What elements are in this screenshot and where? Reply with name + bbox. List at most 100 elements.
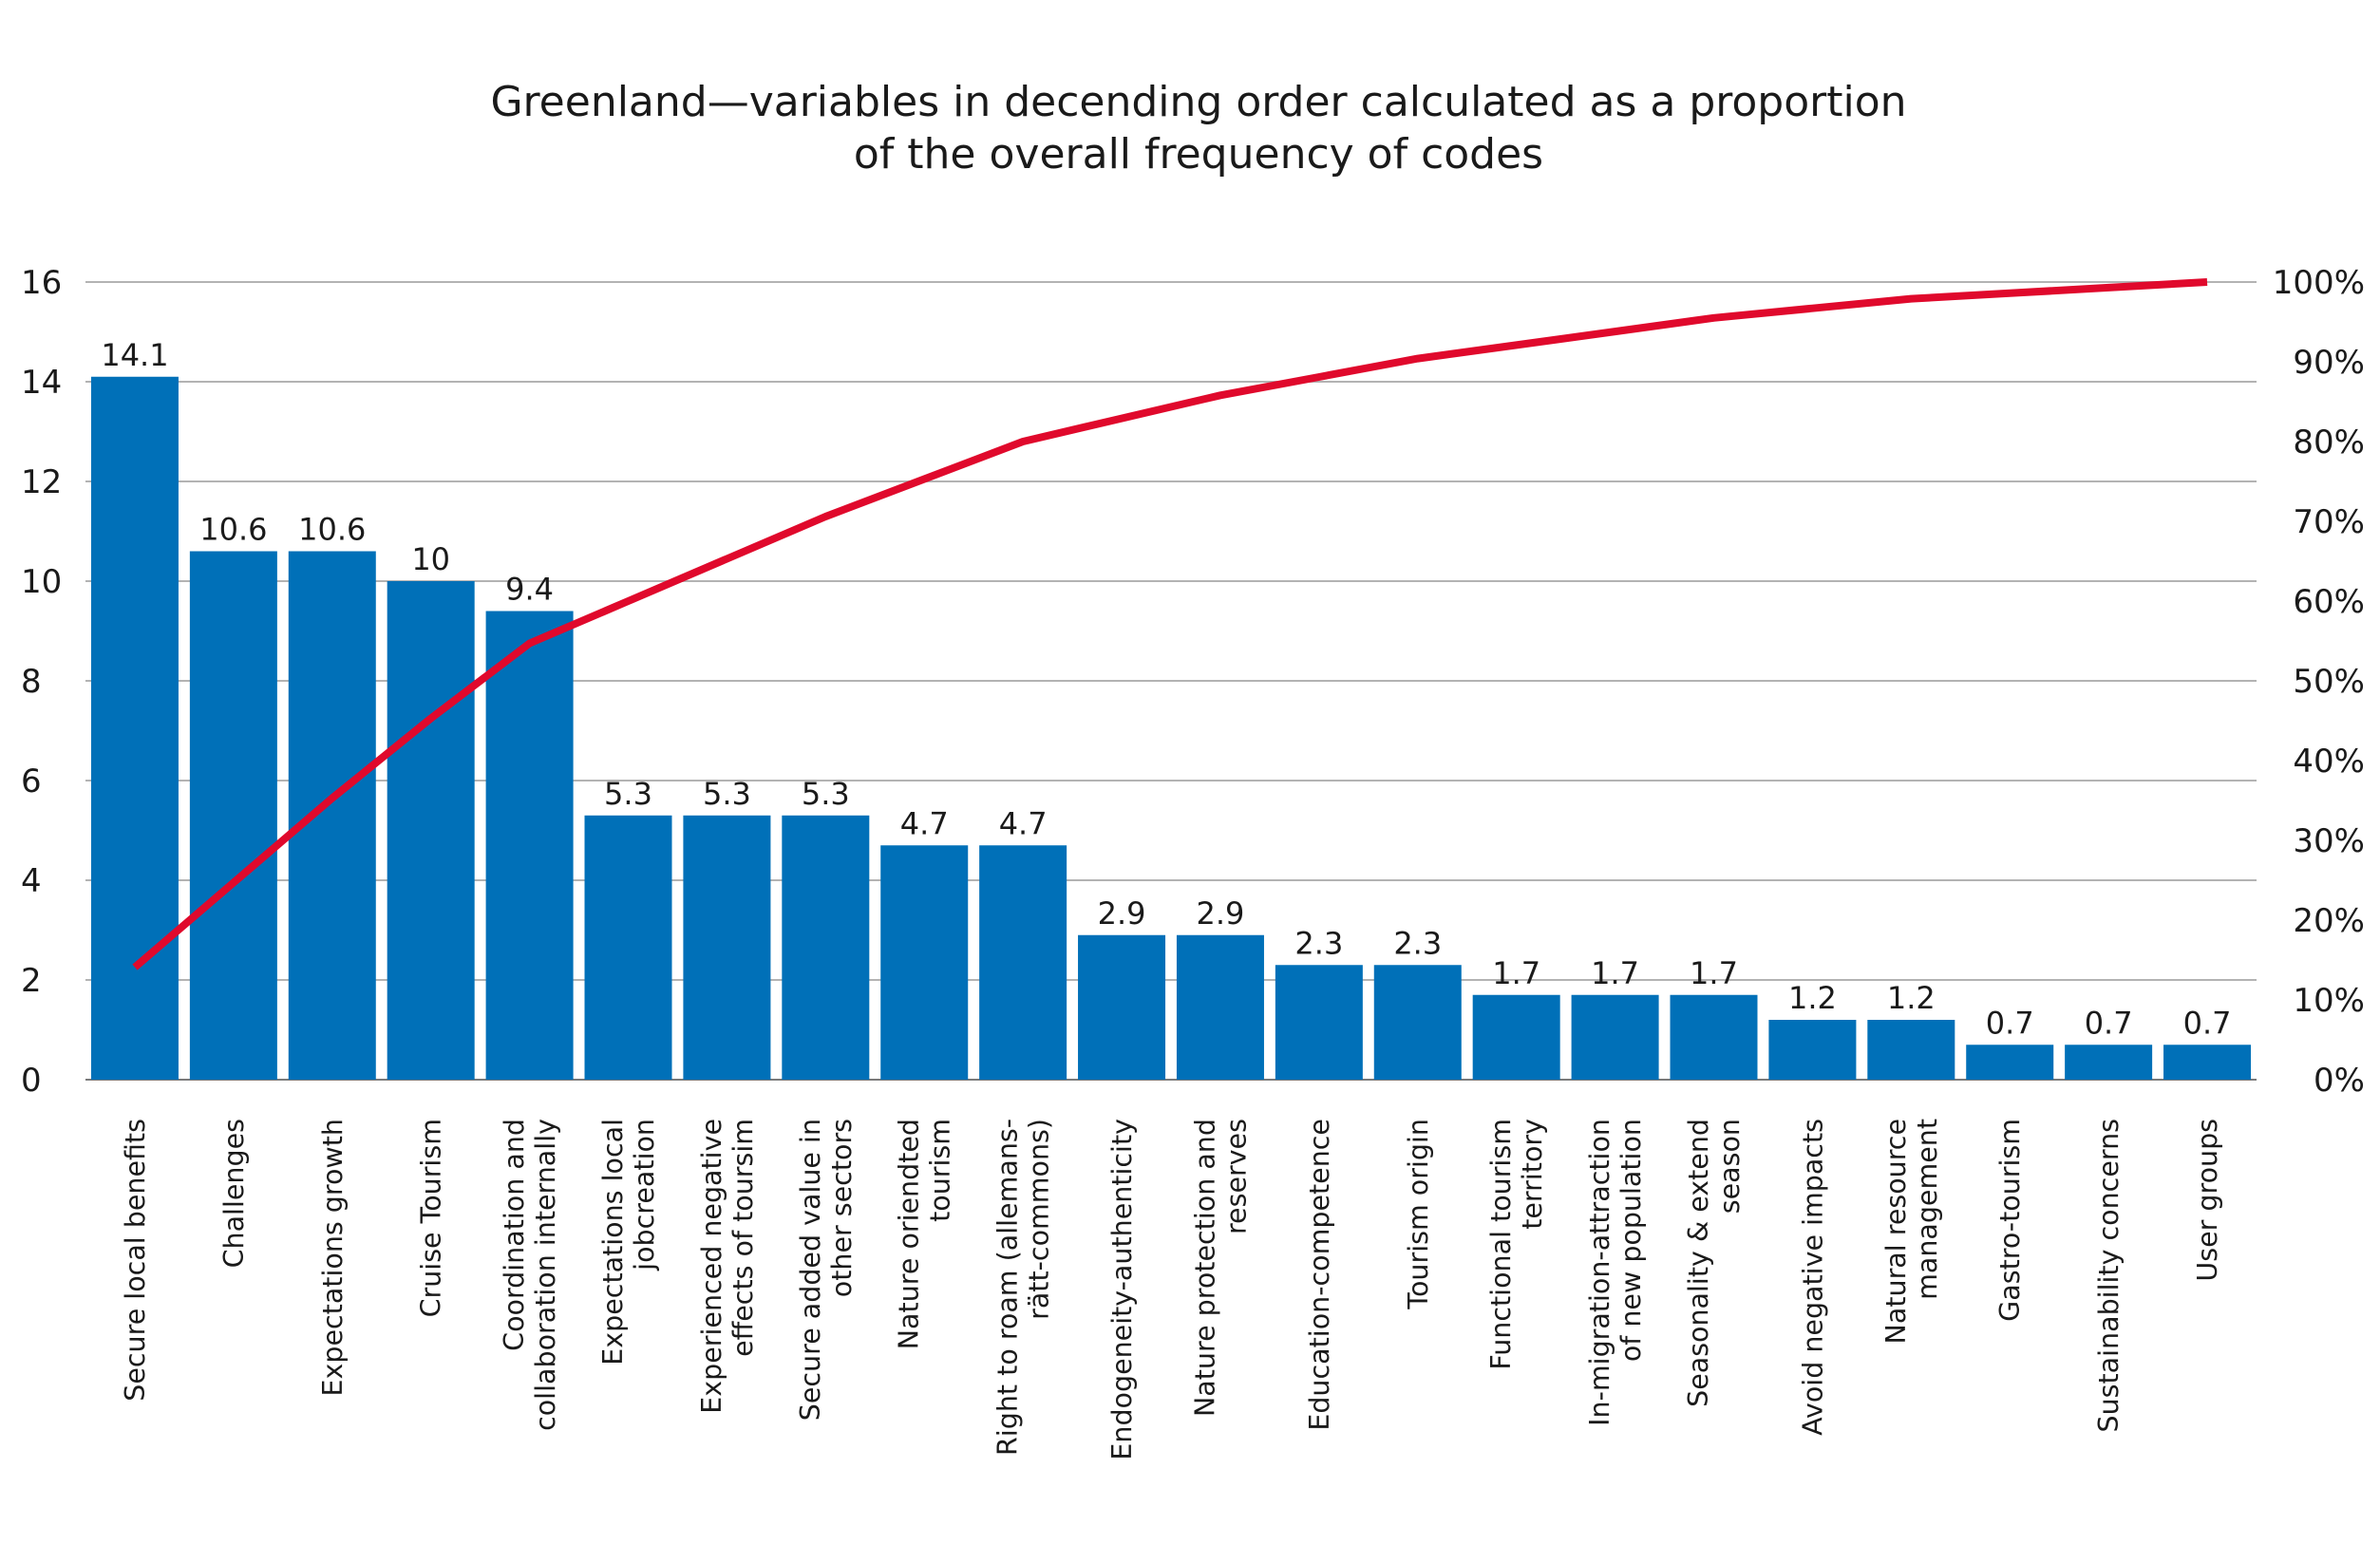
category-label: Coordination and [499,1119,530,1351]
bar [1176,934,1264,1080]
bar [979,845,1067,1080]
category-label: effects of toursim [727,1119,759,1357]
category-label: Education-competence [1304,1119,1335,1431]
bar [387,581,475,1080]
bar [584,815,672,1080]
category-label: Functional tourism [1485,1119,1517,1370]
category-label: User groups [2192,1119,2223,1282]
category-label: reserves [1221,1119,1253,1234]
category-label: Secure local benefits [120,1119,151,1402]
category-label: Tourism origin [1403,1119,1434,1310]
bar-value-label: 5.3 [802,776,850,812]
bar [683,815,771,1080]
bar-value-label: 14.1 [101,337,168,373]
left-axis-tick-label: 2 [21,962,42,1000]
bar [288,551,376,1080]
bar-series [90,376,2252,1080]
chart-title-line-1: Greenland—variables in decending order c… [490,78,1906,126]
right-axis-tick-label: 90% [2293,344,2365,382]
category-label: Cruise Tourism [416,1119,447,1317]
bar-value-label: 0.7 [2085,1005,2133,1041]
right-axis-tick-label: 0% [2314,1062,2365,1100]
bar [485,611,574,1080]
bar [1571,994,1659,1080]
right-axis-ticks: 0% 10% 20% 30% 40% 50% 60% 70% 80% 90% 100% [2273,264,2365,1100]
category-label: Endogeneity-authenticity [1106,1119,1138,1460]
left-axis-tick-label: 16 [21,264,62,302]
right-axis-tick-label: 80% [2293,424,2365,461]
bar [1768,1020,1857,1080]
bar-value-label: 10.6 [298,512,366,548]
category-label: Nature protection and [1190,1119,1221,1417]
bar [1275,965,1363,1080]
bar-value-label: 2.3 [1393,925,1442,961]
bar [782,815,870,1080]
right-axis-tick-label: 60% [2293,583,2365,621]
bar-value-label: 5.3 [703,776,751,812]
category-label: of new population [1615,1119,1647,1362]
bar-value-labels: 14.1 10.6 10.6 10 9.4 5.3 5.3 5.3 4.7 4.7 2.9 2.9 2.… [101,337,2231,1042]
bar [90,376,179,1080]
bar [1867,1020,1955,1080]
category-label: management [1912,1119,1943,1300]
bar [880,845,969,1080]
category-label: Gastro-tourism [1994,1119,2026,1322]
category-label: In-migration-attraction [1584,1119,1615,1426]
bar-value-label: 1.7 [1690,955,1738,991]
right-axis-tick-label: 30% [2293,822,2365,860]
bar-value-label: 1.7 [1591,955,1639,991]
right-axis-tick-label: 20% [2293,902,2365,940]
category-label: Challenges [218,1119,250,1268]
category-label: Sustainability concerns [2093,1119,2125,1433]
bar-value-label: 0.7 [1986,1005,2034,1041]
category-label: season [1714,1119,1746,1214]
bar [1670,994,1758,1080]
left-axis-tick-label: 14 [21,364,62,402]
category-labels: Secure local benefits Challenges Expectati… [120,1119,2223,1460]
bar-value-label: 4.7 [900,805,949,841]
bar [189,551,277,1080]
category-label: Right to roam (allemans- [992,1119,1024,1456]
right-axis-tick-label: 40% [2293,743,2365,781]
category-label: Secure added value in [795,1119,826,1421]
bar [2065,1045,2153,1080]
bar-value-label: 1.7 [1492,955,1540,991]
bar-value-label: 1.2 [1887,980,1936,1016]
bar-value-label: 10.6 [199,512,267,548]
category-label: collaboration internally [530,1119,561,1431]
category-label: Experienced negative [696,1119,727,1414]
left-axis-tick-label: 12 [21,463,62,501]
left-axis-tick-label: 8 [21,663,42,701]
bar-value-label: 2.9 [1098,895,1146,932]
category-label: Seasonality & extend [1683,1119,1714,1407]
category-label: rätt-commons) [1024,1119,1055,1320]
bar-value-label: 10 [411,541,450,577]
bar [1966,1045,2054,1080]
category-label: Expectations growth [317,1119,349,1396]
category-label: other sectors [826,1119,858,1297]
bar [1078,934,1166,1080]
bar-value-label: 5.3 [604,776,652,812]
bar-value-label: 9.4 [505,572,554,608]
left-axis-tick-label: 0 [21,1062,42,1100]
category-label: territory [1517,1119,1548,1230]
chart-title-line-2: of the overall frequency of codes [854,130,1543,179]
right-axis-tick-label: 10% [2293,982,2365,1020]
category-label: Expectations local [597,1119,629,1365]
right-axis-tick-label: 70% [2293,503,2365,541]
category-label: Nature oriendted [894,1119,925,1349]
bar-value-label: 1.2 [1788,980,1837,1016]
category-label: Avoid negative impacts [1797,1119,1828,1436]
bar [1373,965,1462,1080]
category-label: tourism [925,1119,956,1222]
bar-value-label: 2.9 [1197,895,1245,932]
bar-value-label: 4.7 [999,805,1048,841]
category-label: jobcreation [629,1119,660,1271]
left-axis-ticks: 0 2 4 6 8 10 12 14 16 [21,264,62,1100]
bar [1472,994,1560,1080]
right-axis-tick-label: 100% [2273,264,2365,302]
left-axis-tick-label: 10 [21,563,62,601]
cumulative-line-series [132,278,2208,970]
cumulative-line [132,278,2208,970]
bar-value-label: 2.3 [1294,925,1343,961]
